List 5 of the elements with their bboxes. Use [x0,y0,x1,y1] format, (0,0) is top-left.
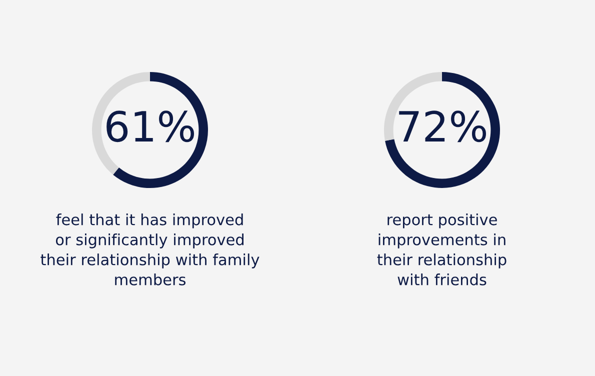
donut-slice [385,72,500,188]
text: report positive improvements in their relationship with friends [377,214,506,286]
text: feel that it has improved or significantly improved their relationship with family members [40,214,260,286]
text: 72% [399,110,486,142]
text: 61% [106,110,194,142]
